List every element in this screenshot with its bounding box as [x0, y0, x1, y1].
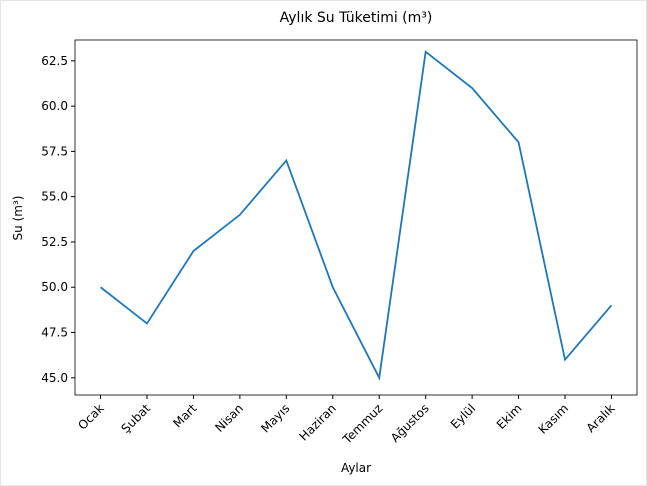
- plot-frame: [74, 39, 638, 396]
- data-line: [99, 50, 613, 381]
- y-tick-label: 57.5: [41, 144, 68, 158]
- y-axis-label: Su (m³): [11, 196, 25, 241]
- y-tick-label: 55.0: [41, 190, 68, 204]
- chart-title: Aylık Su Tüketimi (m³): [280, 10, 433, 26]
- y-tick-label: 45.0: [41, 371, 68, 385]
- y-tick-label: 62.5: [41, 54, 68, 68]
- x-axis-label: Aylar: [341, 461, 371, 475]
- y-tick-label: 52.5: [41, 235, 68, 249]
- y-tick-label: 47.5: [41, 326, 68, 340]
- y-tick-label: 60.0: [41, 99, 68, 113]
- y-tick-label: 50.0: [41, 280, 68, 294]
